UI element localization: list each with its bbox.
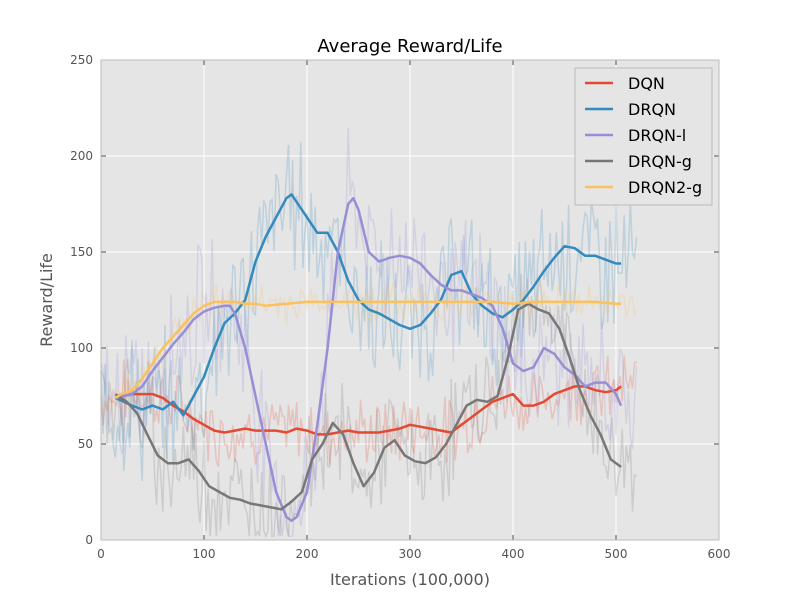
series-lines xyxy=(114,193,623,523)
y-tick-label: 100 xyxy=(70,341,93,355)
raw-noise-traces xyxy=(100,127,638,539)
legend-box xyxy=(574,67,713,206)
x-tick-label: 0 xyxy=(97,547,105,561)
y-tick-label: 0 xyxy=(85,533,93,547)
series-line-2 xyxy=(115,196,623,523)
y-tick-label: 150 xyxy=(70,245,93,259)
y-tick-label: 250 xyxy=(70,53,93,67)
chart-title: Average Reward/Life xyxy=(317,36,502,57)
legend-label: DQN xyxy=(628,74,665,93)
legend: DQN DRQN DRQN-l DRQN-g DRQN2-g xyxy=(574,67,713,206)
x-tick-label: 500 xyxy=(605,547,628,561)
series-line-4 xyxy=(114,300,622,399)
legend-label: DRQN-l xyxy=(628,126,686,145)
x-tick-label: 200 xyxy=(296,547,319,561)
series-line-1 xyxy=(114,193,622,417)
y-axis-label: Reward/Life xyxy=(37,253,56,347)
legend-label: DRQN-g xyxy=(628,152,692,171)
legend-label: DRQN xyxy=(628,100,676,119)
x-tick-label: 100 xyxy=(193,547,216,561)
noise-trace-2 xyxy=(100,127,638,537)
x-tick-label: 300 xyxy=(399,547,422,561)
y-tick-label: 200 xyxy=(70,149,93,163)
series-line-0 xyxy=(115,385,622,436)
x-tick-label: 400 xyxy=(502,547,525,561)
y-tick-label: 50 xyxy=(78,437,93,451)
x-tick-label: 600 xyxy=(708,547,731,561)
x-axis-label: Iterations (100,000) xyxy=(330,570,490,589)
noise-trace-4 xyxy=(100,281,638,416)
legend-label: DRQN2-g xyxy=(628,178,702,197)
axis-ticks: 0 100 200 300 400 500 600 0 50 100 150 200 250 xyxy=(70,53,730,561)
series-line-3 xyxy=(114,302,622,511)
plot-frame xyxy=(100,59,720,541)
